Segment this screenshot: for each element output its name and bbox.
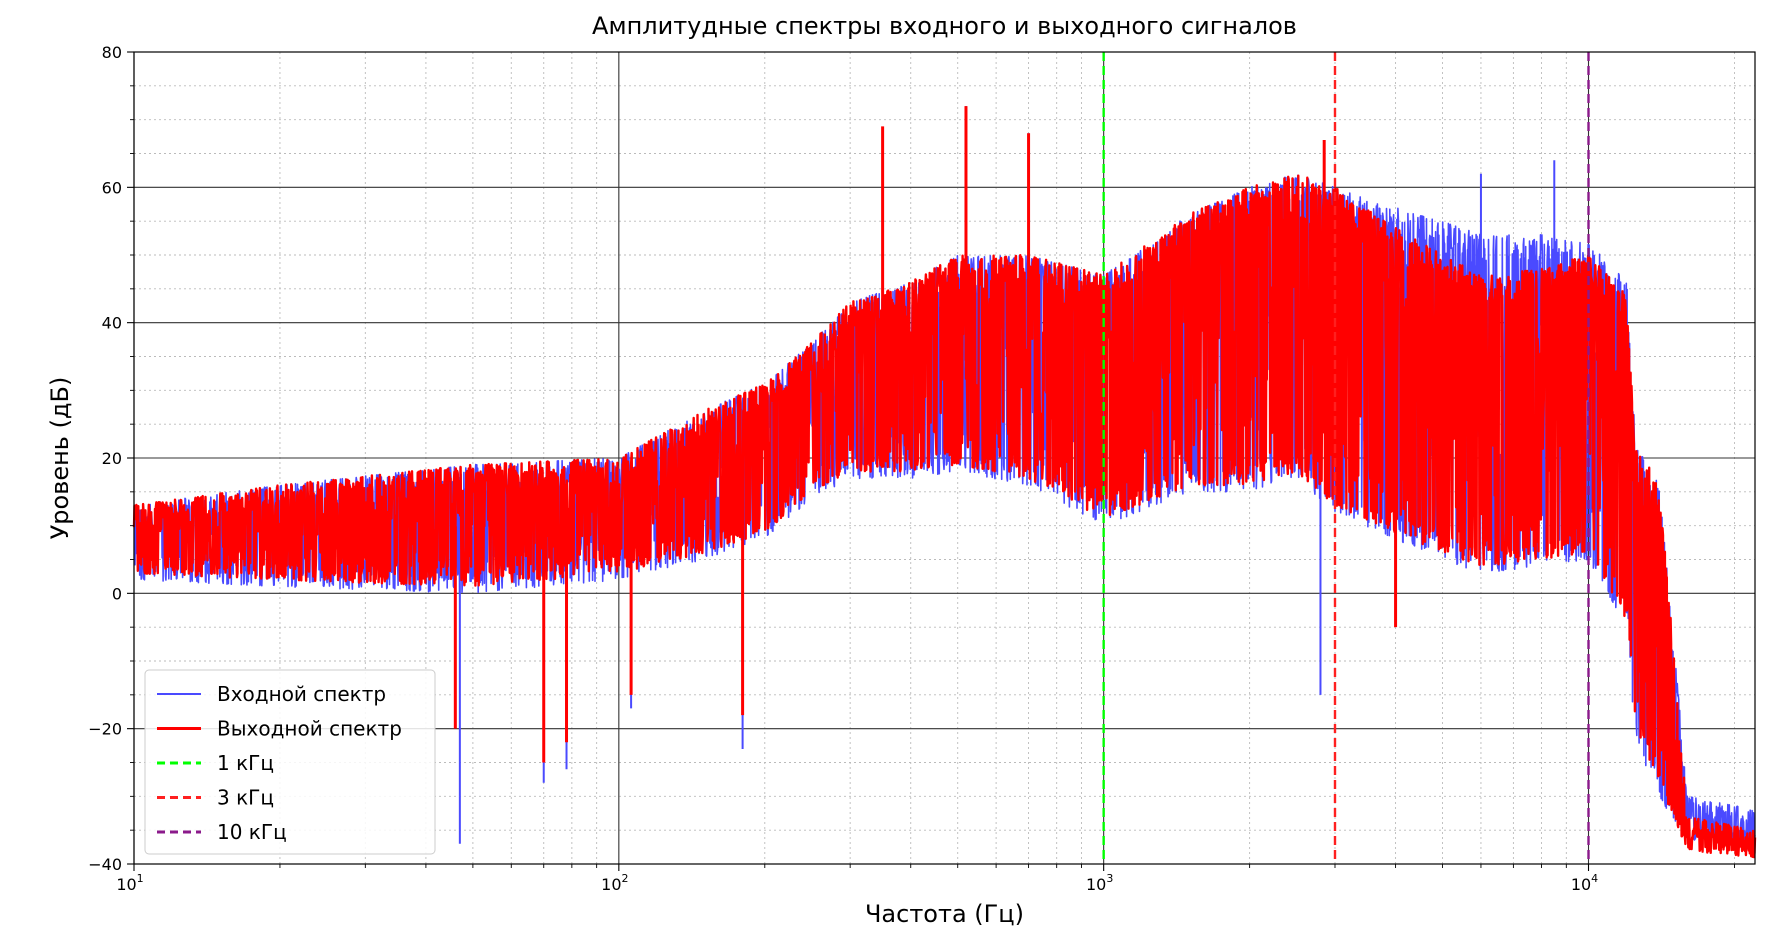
x-tick-label: 103 — [1086, 872, 1113, 894]
y-tick-label: 80 — [102, 43, 122, 62]
legend-label: 3 кГц — [217, 786, 274, 810]
x-tick-label: 101 — [116, 872, 143, 894]
y-tick-label: 40 — [102, 314, 122, 333]
x-axis-label: Частота (Гц) — [865, 900, 1024, 928]
spectrum-line — [132, 174, 1757, 859]
chart-title: Амплитудные спектры входного и выходного… — [592, 12, 1297, 40]
x-tick-label: 102 — [601, 872, 628, 894]
series-output-spectrum — [132, 106, 1757, 859]
legend-label: 1 кГц — [217, 751, 274, 775]
y-tick-label: 20 — [102, 449, 122, 468]
legend-label: Выходной спектр — [217, 717, 402, 741]
x-tick-label: 104 — [1571, 872, 1598, 894]
legend-box — [144, 669, 436, 855]
legend-label: 10 кГц — [217, 820, 287, 844]
legend: Входной спектр Выходной спектр 1 кГц 3 кГц 1… — [144, 669, 436, 855]
y-axis-label: Уровень (дБ) — [46, 377, 74, 540]
y-tick-label: −40 — [88, 855, 122, 874]
y-tick-label: 0 — [112, 584, 122, 603]
legend-label: Входной спектр — [217, 682, 386, 706]
y-tick-label: −20 — [88, 720, 122, 739]
marker-lines — [1102, 52, 1590, 864]
plot-area — [132, 106, 1757, 859]
axis-ticks: 101 102 103 104 80 60 40 20 0 −20 −40 — [88, 43, 1735, 894]
y-tick-label: 60 — [102, 178, 122, 197]
